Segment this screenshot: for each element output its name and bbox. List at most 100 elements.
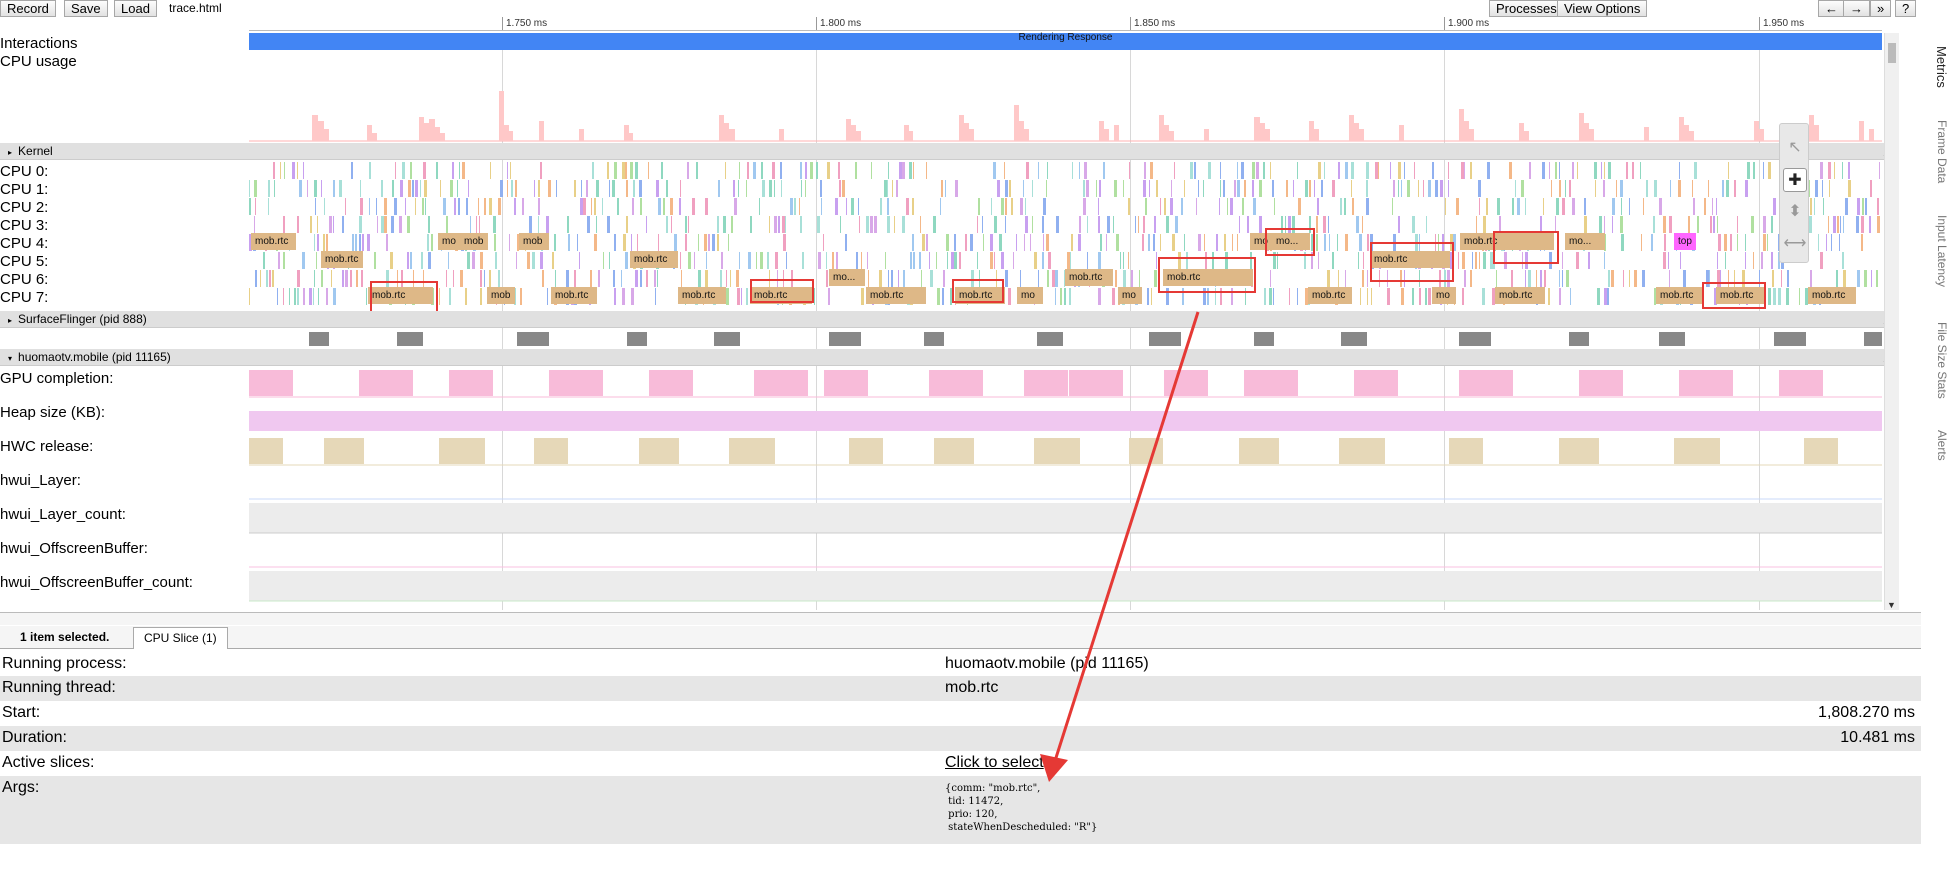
help-button[interactable]: ? [1895, 0, 1917, 17]
cpu-slice[interactable]: mo [438, 233, 460, 250]
cpu-slice[interactable]: mob.rtc [368, 287, 433, 304]
side-tab-metrics[interactable]: Metrics [1934, 46, 1949, 88]
surfaceflinger-label: SurfaceFlinger (pid 888) [18, 312, 147, 326]
select-icon[interactable]: ↖ [1788, 139, 1802, 156]
cpu-slice[interactable]: mob.rtc [866, 287, 926, 304]
selection-count: 1 item selected. [20, 630, 110, 644]
detail-label: Duration: [2, 729, 67, 746]
counter-tracks-canvas[interactable] [249, 368, 1882, 610]
cpu-slice[interactable]: mob.rtc [678, 287, 726, 304]
nav-back-button[interactable]: ← [1818, 0, 1845, 17]
cpu-slice[interactable]: mob.rtc [551, 287, 597, 304]
tool-palette: ↖ ✚ ⬍ ⟷ [1779, 123, 1809, 263]
zoom-icon[interactable]: ⬍ [1788, 203, 1802, 220]
cpu-slice[interactable]: mo [1017, 287, 1043, 304]
ruler-tick: 1.950 ms [1759, 17, 1804, 30]
cpu-usage-label: CPU usage [0, 53, 77, 70]
cpu-slice[interactable]: mob.rtc [630, 251, 678, 268]
cpu-slice[interactable]: mo [1432, 287, 1456, 304]
cpu-slice[interactable]: mob.rtc [251, 233, 296, 250]
cpu-slice[interactable]: mob [519, 233, 549, 250]
cpu-slice[interactable]: mob.rtc [1460, 233, 1554, 250]
view-options-button[interactable]: View Options [1557, 0, 1648, 17]
record-button[interactable]: Record [0, 0, 56, 17]
cpu-usage-chart[interactable] [249, 85, 1882, 142]
detail-row: Running thread: mob.rtc [0, 676, 1921, 701]
filename-label: trace.html [169, 1, 222, 15]
cpu-slice[interactable]: mo... [1565, 233, 1605, 250]
panel-divider[interactable] [0, 612, 1921, 625]
detail-row: Duration: 10.481 ms [0, 726, 1921, 751]
cpu-2-label: CPU 2: [0, 199, 49, 216]
timing-icon[interactable]: ⟷ [1783, 235, 1807, 252]
ruler-tick: 1.800 ms [816, 17, 861, 30]
collapse-triangle-icon[interactable]: ▸ [8, 148, 13, 157]
cpu-1-label: CPU 1: [0, 181, 49, 198]
side-tab-frame-data[interactable]: Frame Data [1935, 120, 1949, 184]
cpu-6-label: CPU 6: [0, 271, 49, 288]
cpu-slice[interactable]: mo [1118, 287, 1142, 304]
detail-label: Running process: [2, 655, 127, 672]
detail-row: Running process: huomaotv.mobile (pid 11… [0, 652, 1921, 677]
tab-cpu-slice[interactable]: CPU Slice (1) [133, 627, 228, 649]
analysis-tabs: 1 item selected. CPU Slice (1) [0, 626, 1921, 649]
click-to-select-link[interactable]: Click to select [945, 754, 1044, 771]
args-value: {comm: "mob.rtc", tid: 11472, prio: 120,… [945, 783, 1098, 833]
cpu-slice[interactable]: mob.rtc [1163, 269, 1253, 286]
cpu-slice[interactable]: mo... [829, 269, 865, 286]
cpu-slice[interactable]: mob.rtc [1716, 287, 1766, 304]
cpu-slice[interactable]: mob [487, 287, 515, 304]
cpu-5-label: CPU 5: [0, 253, 49, 270]
cpu-slice[interactable]: mob.rtc [1308, 287, 1352, 304]
detail-label: Active slices: [2, 754, 95, 771]
detail-label: Running thread: [2, 679, 116, 696]
detail-row: Args: {comm: "mob.rtc", tid: 11472, prio… [0, 776, 1921, 844]
collapse-triangle-icon[interactable]: ▸ [8, 316, 13, 325]
cpu-slice[interactable]: mob.rtc [1065, 269, 1113, 286]
scroll-down-icon[interactable]: ▼ [1887, 600, 1896, 610]
pan-icon[interactable]: ✚ [1783, 168, 1807, 192]
nav-more-button[interactable]: » [1870, 0, 1892, 17]
cpu-slice[interactable]: mob.rtc [750, 287, 812, 304]
hwc-release-label: HWC release: [0, 438, 94, 455]
detail-label: Args: [2, 779, 40, 796]
process-header[interactable]: ▾huomaotv.mobile (pid 11165) X [0, 349, 1898, 366]
processes-button[interactable]: Processes [1489, 0, 1564, 17]
annotation-highlight [1702, 282, 1766, 309]
expand-triangle-icon[interactable]: ▾ [8, 354, 13, 363]
detail-value: 1,808.270 ms [1818, 704, 1915, 721]
detail-value: 10.481 ms [1840, 729, 1915, 746]
save-button[interactable]: Save [64, 0, 108, 17]
cpu-slice[interactable]: mob.rtc [1808, 287, 1856, 304]
side-tab-alerts[interactable]: Alerts [1935, 430, 1949, 461]
cpu-slice[interactable]: mob [460, 233, 488, 250]
cpu-slice[interactable]: mob.rtc [1656, 287, 1704, 304]
annotation-highlight [1265, 228, 1315, 256]
cpu-0-label: CPU 0: [0, 163, 49, 180]
interactions-label: Interactions [0, 35, 78, 52]
annotation-highlight [952, 279, 1004, 303]
hwui-offscreenbuffer-label: hwui_OffscreenBuffer: [0, 540, 148, 557]
cpu-slice[interactable]: mob.rtc [1370, 251, 1450, 268]
detail-row: Start: 1,808.270 ms [0, 701, 1921, 726]
detail-value: mob.rtc [945, 679, 999, 696]
nav-forward-button[interactable]: → [1843, 0, 1870, 17]
load-button[interactable]: Load [114, 0, 157, 17]
side-tab-input-latency[interactable]: Input Latency [1935, 215, 1949, 288]
cpu-slice[interactable]: mob.rtc [1495, 287, 1545, 304]
timeline-scrollbar[interactable]: ▼ [1884, 33, 1899, 610]
hwui-offscreenbuffer-count-label: hwui_OffscreenBuffer_count: [0, 574, 193, 591]
surfaceflinger-header[interactable]: ▸SurfaceFlinger (pid 888) X [0, 311, 1898, 328]
time-ruler[interactable]: 1.750 ms 1.800 ms 1.850 ms 1.900 ms 1.95… [249, 17, 1882, 31]
cpu-slice[interactable]: mo... [1272, 233, 1310, 250]
cpu-3-label: CPU 3: [0, 217, 49, 234]
ruler-tick: 1.900 ms [1444, 17, 1489, 30]
cpu-slice[interactable]: top [1674, 233, 1696, 250]
surfaceflinger-track[interactable] [249, 330, 1882, 348]
side-tab-file-size-stats[interactable]: File Size Stats [1935, 322, 1949, 399]
scrollbar-thumb[interactable] [1888, 43, 1896, 63]
cpu-slice[interactable]: mob.rtc [321, 251, 363, 268]
cpu-slice[interactable]: mob.rtc [955, 287, 1005, 304]
rendering-response-bar[interactable]: Rendering Response [249, 33, 1882, 50]
